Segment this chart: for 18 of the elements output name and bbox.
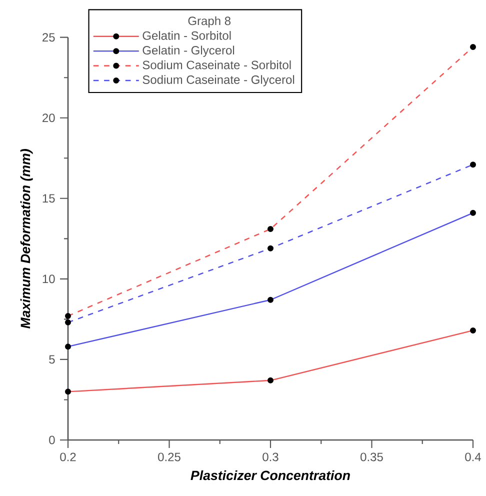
legend-label: Sodium Caseinate - Sorbitol xyxy=(142,60,291,70)
legend-label: Gelatin - Sorbitol xyxy=(142,31,231,40)
x-axis-title: Plasticizer Concentration xyxy=(190,470,350,480)
legend-label: Sodium Caseinate - Glycerol xyxy=(142,75,294,86)
y-tick-label: 0 xyxy=(49,436,55,444)
y-tick-label: 5 xyxy=(49,355,55,364)
x-tick-label: 0.3 xyxy=(262,452,278,462)
x-tick-label: 0.35 xyxy=(360,452,384,462)
x-tick-label: 0.4 xyxy=(465,452,482,462)
legend-label: Gelatin - Glycerol xyxy=(142,46,234,57)
x-tick-label: 0.2 xyxy=(60,452,76,462)
y-tick-label: 10 xyxy=(42,274,55,284)
x-tick-label: 0.25 xyxy=(158,452,181,462)
y-tick-label: 25 xyxy=(42,33,55,42)
y-tick-label: 15 xyxy=(42,194,55,203)
legend-title: Graph 8 xyxy=(188,16,231,28)
y-axis-title: Maximum Deformation (mm) xyxy=(20,149,33,328)
y-tick-label: 20 xyxy=(42,114,55,122)
